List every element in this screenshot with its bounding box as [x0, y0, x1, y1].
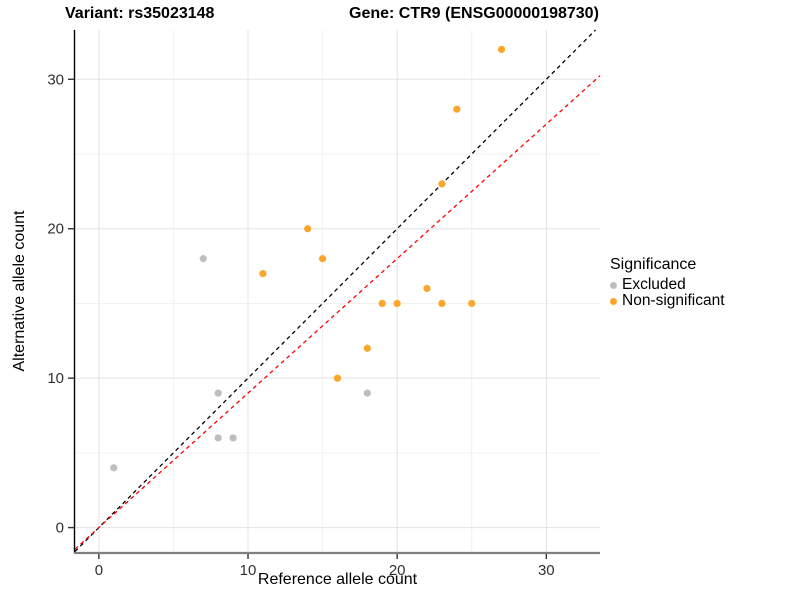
y-tick-label: 10 [47, 370, 64, 387]
legend-swatch-excluded-icon [610, 281, 617, 289]
legend-swatch-non-significant-icon [610, 297, 617, 305]
legend-item-excluded: Excluded [610, 276, 725, 293]
major-gridlines [75, 30, 600, 553]
legend-label-non-significant: Non-significant [622, 292, 725, 309]
data-point-non-significant [497, 45, 506, 54]
data-point-non-significant [304, 225, 312, 233]
y-tick-label: 30 [47, 71, 64, 88]
data-point-non-significant [393, 299, 401, 308]
plot-title-gene: Gene: CTR9 (ENSG00000198730) [349, 5, 599, 22]
y-tick-label: 0 [56, 520, 64, 537]
data-point-excluded [214, 389, 222, 397]
data-point-non-significant [378, 299, 386, 308]
legend: Significance Excluded Non-significant [610, 256, 725, 309]
identity-line [74, 29, 596, 552]
data-point-excluded [199, 255, 207, 263]
legend-title: Significance [610, 256, 697, 273]
data-point-excluded [229, 434, 237, 442]
tick-marks [68, 78, 548, 559]
data-point-excluded [363, 389, 371, 397]
data-point-non-significant [363, 344, 371, 352]
expected-ratio-line [74, 75, 601, 550]
tick-labels: 0 10 20 30 0 10 20 30 [47, 71, 554, 579]
data-point-non-significant [438, 299, 446, 308]
x-axis-title: Reference allele count [257, 571, 418, 588]
data-point-non-significant [333, 374, 342, 382]
y-tick-label: 20 [47, 221, 64, 238]
data-point-non-significant [438, 180, 446, 188]
data-point-excluded [110, 464, 118, 472]
x-tick-label: 10 [240, 562, 257, 579]
data-points [110, 45, 506, 472]
data-point-excluded [214, 434, 222, 442]
data-point-non-significant [468, 299, 476, 308]
legend-label-excluded: Excluded [622, 276, 686, 293]
x-tick-label: 0 [95, 562, 103, 579]
axis-lines [73, 30, 600, 555]
plot-title-variant: Variant: rs35023148 [65, 5, 215, 22]
x-tick-label: 30 [538, 562, 555, 579]
data-point-non-significant [453, 105, 461, 113]
y-axis-title: Alternative allele count [11, 210, 28, 372]
minor-gridlines [75, 30, 600, 553]
reference-lines [74, 29, 601, 552]
data-point-non-significant [259, 269, 267, 278]
legend-item-non-significant: Non-significant [610, 292, 725, 309]
data-point-non-significant [318, 255, 327, 263]
data-point-non-significant [423, 284, 431, 293]
x-tick-label: 20 [389, 562, 406, 579]
